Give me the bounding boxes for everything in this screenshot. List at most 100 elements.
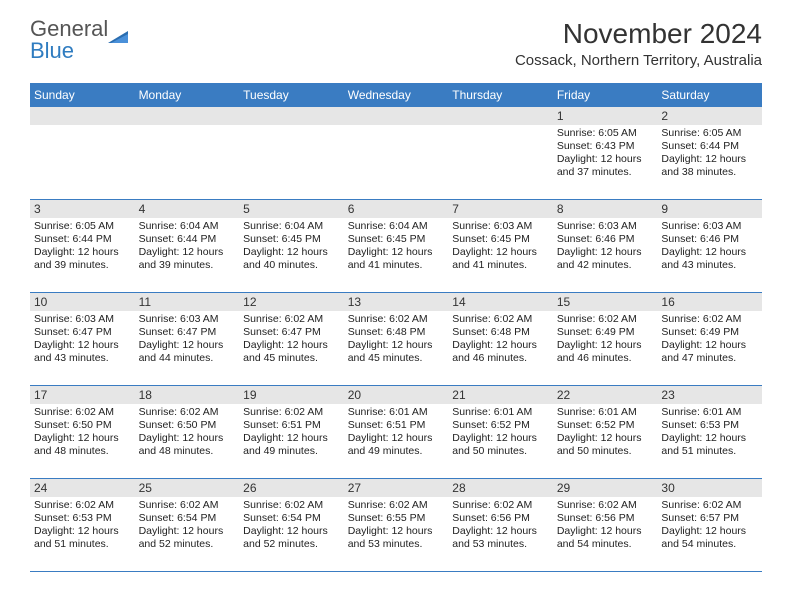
sunrise-line: Sunrise: 6:01 AM xyxy=(348,406,445,419)
day-details: Sunrise: 6:05 AMSunset: 6:44 PMDaylight:… xyxy=(30,218,135,277)
daylight-line: Daylight: 12 hours and 44 minutes. xyxy=(139,339,236,365)
sunrise-line: Sunrise: 6:05 AM xyxy=(557,127,654,140)
daylight-line: Daylight: 12 hours and 46 minutes. xyxy=(557,339,654,365)
daylight-line: Daylight: 12 hours and 48 minutes. xyxy=(34,432,131,458)
day-number-row: 11 xyxy=(135,293,240,311)
day-number: 28 xyxy=(448,479,553,497)
day-details xyxy=(239,125,344,131)
day-cell: 23Sunrise: 6:01 AMSunset: 6:53 PMDayligh… xyxy=(657,386,762,478)
day-details: Sunrise: 6:05 AMSunset: 6:44 PMDaylight:… xyxy=(657,125,762,184)
week-row: 17Sunrise: 6:02 AMSunset: 6:50 PMDayligh… xyxy=(30,386,762,479)
day-details: Sunrise: 6:05 AMSunset: 6:43 PMDaylight:… xyxy=(553,125,658,184)
sunrise-line: Sunrise: 6:02 AM xyxy=(243,406,340,419)
day-cell: 19Sunrise: 6:02 AMSunset: 6:51 PMDayligh… xyxy=(239,386,344,478)
sunrise-line: Sunrise: 6:02 AM xyxy=(34,499,131,512)
day-details xyxy=(135,125,240,131)
day-cell: 12Sunrise: 6:02 AMSunset: 6:47 PMDayligh… xyxy=(239,293,344,385)
day-number: 2 xyxy=(657,107,762,125)
day-number-row: 13 xyxy=(344,293,449,311)
day-details: Sunrise: 6:03 AMSunset: 6:46 PMDaylight:… xyxy=(553,218,658,277)
calendar: SundayMondayTuesdayWednesdayThursdayFrid… xyxy=(30,83,762,572)
day-details: Sunrise: 6:02 AMSunset: 6:48 PMDaylight:… xyxy=(344,311,449,370)
sunset-line: Sunset: 6:46 PM xyxy=(557,233,654,246)
daylight-line: Daylight: 12 hours and 45 minutes. xyxy=(348,339,445,365)
day-number: 26 xyxy=(239,479,344,497)
sunrise-line: Sunrise: 6:03 AM xyxy=(452,220,549,233)
day-number: 3 xyxy=(30,200,135,218)
day-cell: 4Sunrise: 6:04 AMSunset: 6:44 PMDaylight… xyxy=(135,200,240,292)
day-number-row: 5 xyxy=(239,200,344,218)
day-number-row: 19 xyxy=(239,386,344,404)
day-number: 9 xyxy=(657,200,762,218)
daylight-line: Daylight: 12 hours and 52 minutes. xyxy=(139,525,236,551)
sunrise-line: Sunrise: 6:02 AM xyxy=(139,406,236,419)
sunrise-line: Sunrise: 6:01 AM xyxy=(557,406,654,419)
day-number: 11 xyxy=(135,293,240,311)
day-number: 29 xyxy=(553,479,658,497)
sunset-line: Sunset: 6:45 PM xyxy=(243,233,340,246)
sunset-line: Sunset: 6:53 PM xyxy=(661,419,758,432)
day-number: 19 xyxy=(239,386,344,404)
sunrise-line: Sunrise: 6:02 AM xyxy=(243,499,340,512)
sunset-line: Sunset: 6:47 PM xyxy=(34,326,131,339)
day-number-row: 21 xyxy=(448,386,553,404)
weeks-container: 1Sunrise: 6:05 AMSunset: 6:43 PMDaylight… xyxy=(30,107,762,572)
week-row: 1Sunrise: 6:05 AMSunset: 6:43 PMDaylight… xyxy=(30,107,762,200)
daylight-line: Daylight: 12 hours and 49 minutes. xyxy=(243,432,340,458)
day-details: Sunrise: 6:02 AMSunset: 6:47 PMDaylight:… xyxy=(239,311,344,370)
day-number-row: 2 xyxy=(657,107,762,125)
day-cell: 28Sunrise: 6:02 AMSunset: 6:56 PMDayligh… xyxy=(448,479,553,571)
day-number-row: 14 xyxy=(448,293,553,311)
sunrise-line: Sunrise: 6:01 AM xyxy=(452,406,549,419)
day-cell: 25Sunrise: 6:02 AMSunset: 6:54 PMDayligh… xyxy=(135,479,240,571)
day-number-row xyxy=(135,107,240,125)
day-details: Sunrise: 6:01 AMSunset: 6:52 PMDaylight:… xyxy=(553,404,658,463)
day-cell: 29Sunrise: 6:02 AMSunset: 6:56 PMDayligh… xyxy=(553,479,658,571)
sunset-line: Sunset: 6:45 PM xyxy=(452,233,549,246)
daylight-line: Daylight: 12 hours and 37 minutes. xyxy=(557,153,654,179)
day-number-row: 30 xyxy=(657,479,762,497)
day-number-row: 18 xyxy=(135,386,240,404)
day-number-row: 25 xyxy=(135,479,240,497)
day-number: 30 xyxy=(657,479,762,497)
day-details: Sunrise: 6:01 AMSunset: 6:52 PMDaylight:… xyxy=(448,404,553,463)
day-number-row: 3 xyxy=(30,200,135,218)
day-details: Sunrise: 6:02 AMSunset: 6:51 PMDaylight:… xyxy=(239,404,344,463)
sunset-line: Sunset: 6:44 PM xyxy=(34,233,131,246)
day-details: Sunrise: 6:02 AMSunset: 6:50 PMDaylight:… xyxy=(135,404,240,463)
day-number: 16 xyxy=(657,293,762,311)
day-cell: 30Sunrise: 6:02 AMSunset: 6:57 PMDayligh… xyxy=(657,479,762,571)
day-cell: 14Sunrise: 6:02 AMSunset: 6:48 PMDayligh… xyxy=(448,293,553,385)
day-number-row: 28 xyxy=(448,479,553,497)
day-number-row: 12 xyxy=(239,293,344,311)
daylight-line: Daylight: 12 hours and 49 minutes. xyxy=(348,432,445,458)
day-number-row: 6 xyxy=(344,200,449,218)
day-number-row: 8 xyxy=(553,200,658,218)
day-cell: 10Sunrise: 6:03 AMSunset: 6:47 PMDayligh… xyxy=(30,293,135,385)
daylight-line: Daylight: 12 hours and 39 minutes. xyxy=(34,246,131,272)
daylight-line: Daylight: 12 hours and 41 minutes. xyxy=(348,246,445,272)
day-number: 4 xyxy=(135,200,240,218)
logo-text-stack: General Blue xyxy=(30,18,108,62)
day-details: Sunrise: 6:03 AMSunset: 6:46 PMDaylight:… xyxy=(657,218,762,277)
sunset-line: Sunset: 6:44 PM xyxy=(139,233,236,246)
day-number-row: 20 xyxy=(344,386,449,404)
day-cell: 2Sunrise: 6:05 AMSunset: 6:44 PMDaylight… xyxy=(657,107,762,199)
day-number: 14 xyxy=(448,293,553,311)
day-cell: 15Sunrise: 6:02 AMSunset: 6:49 PMDayligh… xyxy=(553,293,658,385)
day-number-row xyxy=(30,107,135,125)
day-number: 13 xyxy=(344,293,449,311)
day-details: Sunrise: 6:02 AMSunset: 6:57 PMDaylight:… xyxy=(657,497,762,556)
day-number: 15 xyxy=(553,293,658,311)
day-details: Sunrise: 6:02 AMSunset: 6:49 PMDaylight:… xyxy=(553,311,658,370)
location: Cossack, Northern Territory, Australia xyxy=(515,52,762,69)
sunset-line: Sunset: 6:53 PM xyxy=(34,512,131,525)
day-details: Sunrise: 6:03 AMSunset: 6:45 PMDaylight:… xyxy=(448,218,553,277)
day-number-row: 10 xyxy=(30,293,135,311)
daylight-line: Daylight: 12 hours and 53 minutes. xyxy=(348,525,445,551)
daylight-line: Daylight: 12 hours and 45 minutes. xyxy=(243,339,340,365)
sunrise-line: Sunrise: 6:01 AM xyxy=(661,406,758,419)
day-number-row: 23 xyxy=(657,386,762,404)
daylight-line: Daylight: 12 hours and 54 minutes. xyxy=(661,525,758,551)
day-cell: 1Sunrise: 6:05 AMSunset: 6:43 PMDaylight… xyxy=(553,107,658,199)
